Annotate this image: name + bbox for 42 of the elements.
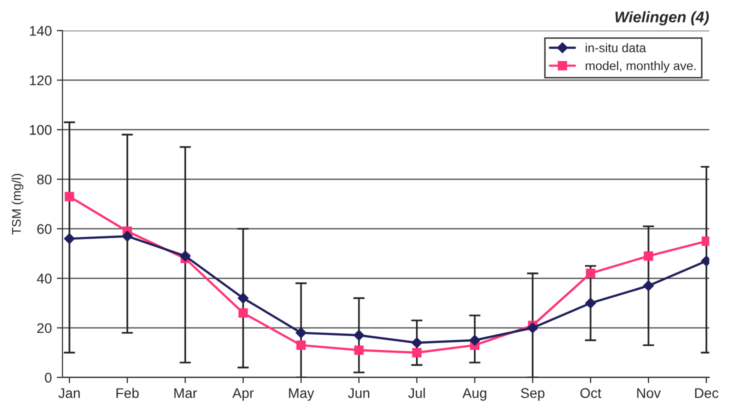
chart-title: Wielingen (4) bbox=[615, 11, 709, 26]
point bbox=[469, 334, 480, 346]
legend-label: model, monthly ave. bbox=[586, 61, 696, 73]
y-tick-label: 100 bbox=[30, 125, 52, 135]
point bbox=[354, 345, 364, 355]
x-tick-label: Nov bbox=[637, 388, 661, 398]
x-tick-label: Jun bbox=[348, 388, 370, 398]
y-tick-label: 40 bbox=[36, 274, 52, 284]
point bbox=[64, 233, 75, 244]
y-axis-title: TSM (mg/l) bbox=[12, 174, 24, 235]
x-tick-label: Jan bbox=[58, 388, 80, 398]
point bbox=[586, 268, 596, 278]
legend-label: in-situ data bbox=[586, 43, 646, 52]
x-tick-label: Oct bbox=[580, 388, 602, 398]
point bbox=[644, 251, 654, 261]
y-tick-label: 120 bbox=[30, 75, 52, 86]
x-tick-label: Feb bbox=[116, 388, 139, 398]
point bbox=[180, 250, 191, 262]
point bbox=[296, 327, 306, 338]
x-tick-label: May bbox=[289, 388, 314, 401]
x-tick-label: Apr bbox=[232, 388, 254, 401]
point bbox=[585, 298, 596, 309]
point bbox=[643, 280, 654, 292]
y-tick-label: 60 bbox=[37, 224, 52, 234]
point bbox=[527, 322, 538, 334]
y-tick-label: 140 bbox=[30, 26, 52, 36]
point bbox=[354, 330, 364, 341]
y-tick-label: 0 bbox=[44, 372, 52, 383]
point bbox=[238, 308, 248, 318]
x-tick-label: Jul bbox=[408, 388, 425, 398]
point bbox=[122, 230, 133, 242]
x-tick-label: Aug bbox=[462, 388, 486, 401]
point bbox=[64, 192, 74, 202]
x-tick-label: Sep bbox=[520, 388, 544, 401]
point bbox=[296, 340, 306, 350]
y-tick-label: 20 bbox=[37, 323, 52, 334]
point bbox=[412, 348, 422, 358]
y-tick-label: 80 bbox=[37, 174, 52, 184]
point bbox=[238, 292, 249, 304]
x-tick-label: Dec bbox=[695, 388, 718, 398]
x-tick-label: Mar bbox=[174, 388, 197, 398]
point bbox=[411, 337, 422, 348]
